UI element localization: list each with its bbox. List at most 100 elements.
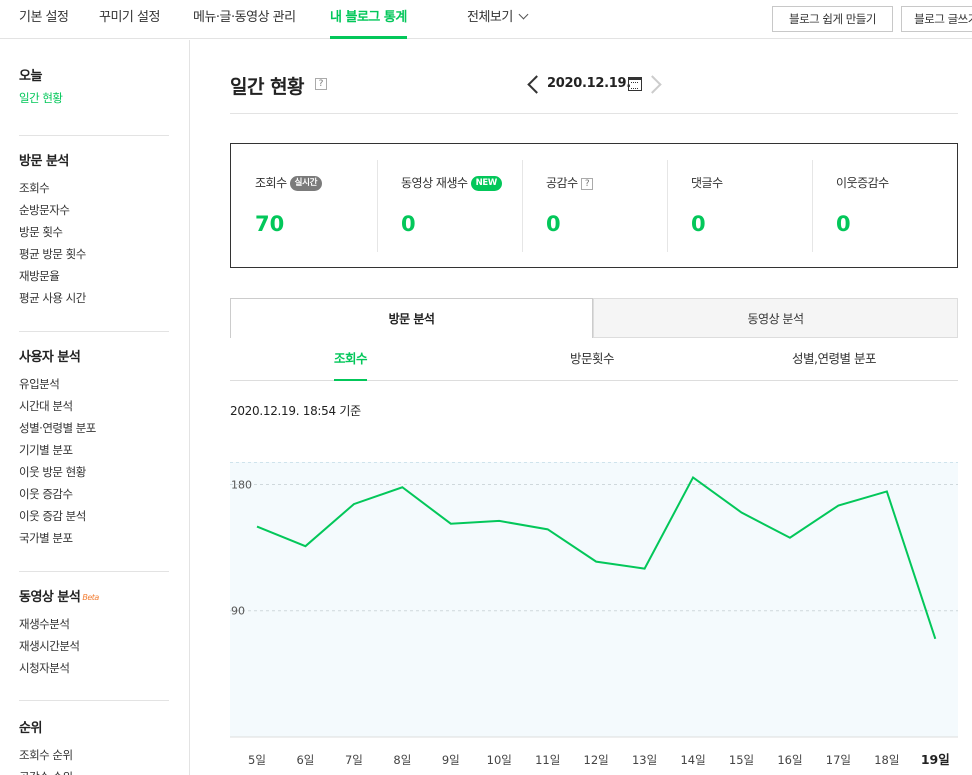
calendar-icon[interactable]	[628, 77, 642, 91]
new-badge: NEW	[470, 176, 502, 191]
chevron-down-icon	[518, 9, 529, 20]
sidebar-item-neighbor-change[interactable]: 이웃 증감수	[19, 487, 73, 501]
blog-write-button[interactable]: 블로그 글쓰기	[901, 6, 972, 32]
sidebar-heading: 방문 분석	[19, 154, 69, 169]
chart-x-tick-label: 13일	[632, 753, 657, 767]
sidebar-heading: 동영상 분석 Beta	[19, 588, 169, 608]
stat-label-text: 조회수	[255, 176, 287, 190]
metric-subtabs: 조회수 방문횟수 성별,연령별 분포	[230, 340, 958, 381]
sidebar-divider	[19, 331, 169, 332]
stat-label: 이웃증감수	[836, 176, 889, 190]
stat-label-text: 공감수	[546, 176, 578, 190]
stat-label: 동영상 재생수 NEW	[401, 174, 502, 191]
chart-x-tick-label: 5일	[248, 753, 266, 767]
sidebar-heading: 사용자 분석	[19, 350, 81, 365]
chevron-right-icon[interactable]	[643, 75, 662, 94]
chart-x-tick-label: 15일	[729, 753, 754, 767]
sidebar-section-ranking: 순위 조회수 순위 공감수 순위	[19, 719, 169, 775]
analysis-tabs: 방문 분석 동영상 분석	[230, 298, 958, 338]
sidebar-item-neighbor-visits[interactable]: 이웃 방문 현황	[19, 465, 86, 479]
stat-divider	[812, 160, 813, 252]
chart-x-tick-label: 16일	[777, 753, 802, 767]
sidebar-section-video-analysis: 동영상 분석 Beta 재생수분석 재생시간분석 시청자분석	[19, 588, 169, 679]
stat-label: 조회수 실시간	[255, 174, 323, 191]
stat-divider	[377, 160, 378, 252]
sidebar-item-views[interactable]: 조회수	[19, 181, 50, 195]
tab-my-blog-stats[interactable]: 내 블로그 통계	[330, 0, 407, 39]
chart-x-tick-label: 19일	[921, 752, 950, 767]
sidebar-heading: 순위	[19, 721, 42, 736]
sidebar-item-country[interactable]: 국가별 분포	[19, 531, 73, 545]
sidebar-item-visit-count[interactable]: 방문 횟수	[19, 225, 63, 239]
tab-view-all-label: 전체보기	[467, 10, 513, 25]
chart-x-tick-label: 7일	[345, 753, 363, 767]
stat-divider	[667, 160, 668, 252]
sidebar-item-device[interactable]: 기기별 분포	[19, 443, 73, 457]
tab-view-all[interactable]: 전체보기	[467, 0, 529, 39]
subtab-views[interactable]: 조회수	[334, 340, 368, 381]
stat-value: 0	[546, 212, 561, 236]
stat-likes: 공감수 ? 0	[522, 160, 667, 252]
sidebar-item-unique-visitors[interactable]: 순방문자수	[19, 203, 70, 217]
sidebar-item-revisit-rate[interactable]: 재방문율	[19, 269, 60, 283]
sidebar-item-gender-age[interactable]: 성별·연령별 분포	[19, 421, 96, 435]
stat-comments: 댓글수 0	[667, 160, 812, 252]
sidebar-item-likes-ranking[interactable]: 공감수 순위	[19, 766, 169, 775]
sidebar-item-avg-usage-time[interactable]: 평균 사용 시간	[19, 291, 86, 305]
easy-blog-create-button[interactable]: 블로그 쉽게 만들기	[772, 6, 893, 32]
stat-value: 0	[401, 212, 416, 236]
stat-value: 70	[255, 212, 285, 236]
sidebar-item-daily-status[interactable]: 일간 현황	[19, 91, 63, 105]
chevron-left-icon[interactable]	[527, 75, 546, 94]
chart-x-tick-label: 9일	[442, 753, 460, 767]
data-basis-time: 2020.12.19. 18:54 기준	[230, 404, 361, 418]
sidebar-divider	[19, 571, 169, 572]
tab-video-analysis[interactable]: 동영상 분석	[593, 298, 958, 338]
chart-x-tick-label: 6일	[296, 753, 314, 767]
sidebar-item-inflow[interactable]: 유입분석	[19, 377, 60, 391]
sidebar-heading: 오늘	[19, 69, 42, 84]
stat-value: 0	[836, 212, 851, 236]
sidebar-item-time-analysis[interactable]: 시간대 분석	[19, 399, 73, 413]
realtime-badge: 실시간	[289, 176, 323, 191]
subtab-gender-age[interactable]: 성별,연령별 분포	[792, 351, 876, 366]
sidebar-item-neighbor-change-analysis[interactable]: 이웃 증감 분석	[19, 509, 86, 523]
sidebar-section-user-analysis: 사용자 분석 유입분석 시간대 분석 성별·연령별 분포 기기별 분포 이웃 방…	[19, 348, 169, 549]
chart-y-tick-label: 180	[231, 478, 252, 491]
sidebar-section-visit-analysis: 방문 분석 조회수 순방문자수 방문 횟수 평균 방문 횟수 재방문율 평균 사…	[19, 152, 169, 309]
daily-stats-box: 조회수 실시간 70 동영상 재생수 NEW 0 공감수 ? 0 댓글수 0 이웃증…	[230, 143, 958, 268]
sidebar: 오늘 일간 현황 방문 분석 조회수 순방문자수 방문 횟수 평균 방문 횟수 …	[0, 40, 190, 775]
stat-label-text: 동영상 재생수	[401, 176, 468, 190]
chart-x-tick-label: 10일	[487, 753, 512, 767]
sidebar-heading-label: 동영상 분석	[19, 590, 81, 605]
stat-views: 조회수 실시간 70	[231, 160, 376, 252]
chart-x-tick-label: 12일	[584, 753, 609, 767]
sidebar-item-views-ranking[interactable]: 조회수 순위	[19, 748, 73, 762]
stat-divider	[522, 160, 523, 252]
stat-value: 0	[691, 212, 706, 236]
help-icon[interactable]: ?	[580, 177, 593, 190]
sidebar-item-play-analysis[interactable]: 재생수분석	[19, 617, 70, 631]
sidebar-item-play-time-analysis[interactable]: 재생시간분석	[19, 639, 80, 653]
tab-visit-analysis[interactable]: 방문 분석	[230, 298, 593, 338]
chart-x-tick-label: 11일	[535, 753, 560, 767]
help-icon[interactable]: ?	[315, 78, 327, 90]
beta-badge: Beta	[82, 593, 99, 602]
sidebar-divider	[19, 135, 169, 136]
tab-basic-settings[interactable]: 기본 설정	[19, 10, 69, 25]
chart-x-tick-label: 14일	[680, 753, 705, 767]
stat-label: 공감수 ?	[546, 174, 593, 191]
sidebar-divider	[19, 700, 169, 701]
views-line-chart: 180 90 5일 6일 7일 8일 9일 10일 11일 12일 13일 14일 15일 16일 17일 1…	[230, 462, 958, 767]
chart-x-tick-label: 8일	[393, 753, 411, 767]
tab-menu-post-video-management[interactable]: 메뉴·글·동영상 관리	[193, 10, 296, 25]
sidebar-item-avg-visit-count[interactable]: 평균 방문 횟수	[19, 247, 86, 261]
chart-series-line	[256, 475, 937, 640]
top-navigation: 기본 설정 꾸미기 설정 메뉴·글·동영상 관리 내 블로그 통계 전체보기 블…	[0, 0, 972, 39]
chart-y-tick-label: 90	[231, 605, 245, 618]
sidebar-item-viewer-analysis[interactable]: 시청자분석	[19, 661, 70, 675]
sidebar-section-today: 오늘 일간 현황	[19, 67, 169, 109]
subtab-visit-count[interactable]: 방문횟수	[570, 351, 615, 366]
stat-neighbor-change: 이웃증감수 0	[812, 160, 957, 252]
tab-decoration-settings[interactable]: 꾸미기 설정	[99, 10, 160, 25]
